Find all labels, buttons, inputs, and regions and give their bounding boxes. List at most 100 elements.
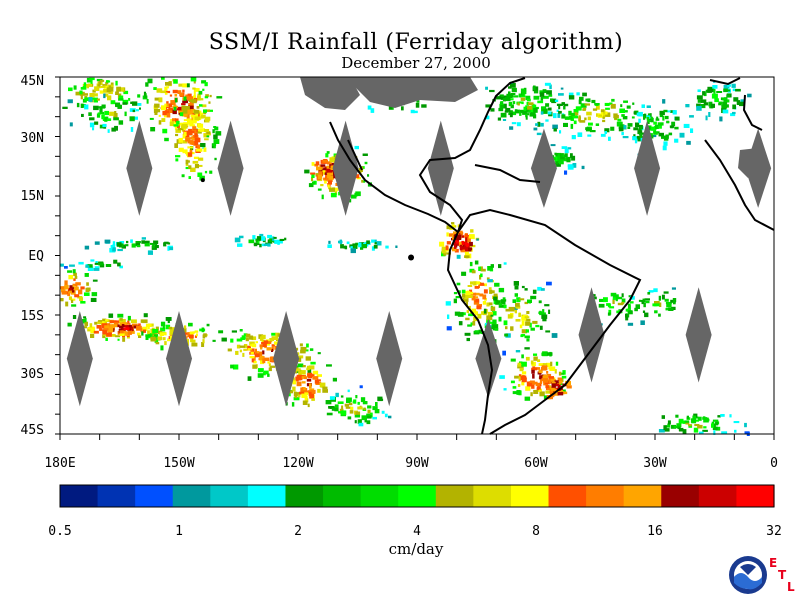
rain-pixel bbox=[168, 107, 174, 111]
rain-pixel bbox=[653, 131, 658, 135]
rain-pixel bbox=[194, 133, 198, 138]
rain-pixel bbox=[512, 386, 517, 389]
rain-pixel bbox=[526, 102, 530, 106]
rain-pixel bbox=[208, 101, 211, 104]
rain-pixel bbox=[677, 426, 681, 429]
rain-pixel bbox=[84, 97, 89, 101]
rain-pixel bbox=[467, 238, 471, 243]
rain-pixel bbox=[118, 120, 124, 125]
rain-pixel bbox=[117, 338, 120, 341]
rain-pixel bbox=[525, 95, 531, 101]
rain-pixel bbox=[154, 112, 158, 115]
rain-pixel bbox=[239, 349, 242, 353]
rain-pixel bbox=[354, 414, 360, 418]
rain-pixel bbox=[337, 401, 344, 404]
rain-pixel bbox=[493, 296, 498, 301]
rain-pixel bbox=[744, 422, 747, 428]
rain-pixel bbox=[260, 359, 264, 365]
rain-pixel bbox=[617, 118, 622, 122]
rain-pixel bbox=[644, 312, 649, 318]
rain-pixel bbox=[568, 110, 572, 116]
rain-pixel bbox=[271, 348, 274, 352]
rain-pixel bbox=[401, 106, 404, 111]
rain-pixel bbox=[130, 239, 133, 243]
rain-pixel bbox=[169, 247, 174, 251]
rain-pixel bbox=[548, 380, 552, 384]
rain-pixel bbox=[529, 322, 532, 328]
rain-pixel bbox=[548, 309, 551, 314]
rain-pixel bbox=[259, 351, 263, 356]
rain-pixel bbox=[334, 404, 339, 408]
lat-label-45n: 45N bbox=[20, 74, 44, 89]
axis-ticks bbox=[55, 76, 775, 440]
lon-label-150w: 150W bbox=[163, 456, 195, 471]
rain-pixel bbox=[491, 323, 496, 327]
rain-pixel bbox=[583, 107, 587, 110]
rain-pixel bbox=[108, 313, 114, 318]
rain-pixel bbox=[546, 90, 552, 95]
coastlines bbox=[200, 77, 775, 435]
rain-pixel bbox=[545, 390, 551, 394]
rain-pixel bbox=[654, 310, 658, 314]
rain-pixel bbox=[194, 140, 199, 146]
rain-pixel bbox=[612, 297, 616, 300]
rain-pixel bbox=[200, 148, 203, 152]
rain-pixel bbox=[296, 374, 302, 380]
rain-pixel bbox=[130, 319, 137, 324]
rain-pixel bbox=[110, 334, 116, 337]
rain-pixel bbox=[416, 100, 420, 103]
rain-pixel bbox=[132, 323, 138, 327]
rain-pixel bbox=[188, 322, 193, 327]
rain-pixel bbox=[80, 301, 86, 304]
rain-pixel bbox=[68, 287, 72, 293]
rain-pixel bbox=[454, 240, 459, 244]
rain-pixel bbox=[527, 102, 534, 106]
colorbar-tick-2: 2 bbox=[294, 524, 302, 539]
rain-pixel bbox=[318, 171, 323, 177]
rain-pixel bbox=[542, 377, 549, 383]
rain-pixel bbox=[103, 89, 109, 93]
rain-pixel bbox=[668, 132, 673, 136]
rain-pixel bbox=[366, 240, 370, 245]
rain-pixel bbox=[176, 106, 182, 111]
rain-pixel bbox=[539, 325, 543, 330]
rain-pixel bbox=[577, 132, 583, 137]
rain-pixel bbox=[632, 102, 635, 105]
rain-pixel bbox=[490, 108, 495, 112]
rain-pixel bbox=[537, 100, 544, 104]
rain-pixel bbox=[719, 116, 723, 122]
rain-pixel bbox=[353, 399, 357, 404]
rain-pixel bbox=[480, 273, 483, 278]
rain-pixel bbox=[72, 269, 76, 274]
rain-pixel bbox=[539, 375, 544, 380]
rain-pixel bbox=[374, 409, 380, 414]
rain-pixel bbox=[467, 285, 473, 287]
rain-pixel bbox=[711, 93, 718, 99]
rain-pixel bbox=[571, 135, 576, 140]
rain-pixel bbox=[106, 323, 111, 326]
rain-pixel bbox=[492, 311, 497, 316]
etl-letter-t: T bbox=[778, 568, 787, 582]
rain-pixel bbox=[80, 87, 87, 90]
rain-pixel bbox=[575, 106, 582, 111]
rain-pixel bbox=[186, 83, 190, 88]
rain-pixel bbox=[253, 357, 256, 361]
rain-pixel bbox=[147, 330, 150, 335]
no-data-swath bbox=[217, 120, 244, 216]
rain-pixel bbox=[185, 95, 190, 100]
rain-pixel bbox=[695, 416, 699, 419]
rain-pixel bbox=[190, 77, 197, 82]
rain-pixel bbox=[299, 343, 303, 347]
rain-pixel bbox=[212, 143, 217, 147]
etl-letter-e: E bbox=[769, 556, 778, 570]
lon-label-90w: 90W bbox=[405, 456, 429, 471]
rain-pixel bbox=[636, 135, 641, 139]
rain-pixel bbox=[259, 233, 264, 237]
rain-pixel bbox=[311, 177, 314, 182]
rain-pixel bbox=[199, 104, 203, 107]
rain-pixel bbox=[252, 235, 256, 240]
rain-pixel bbox=[272, 336, 279, 340]
rain-pixel bbox=[541, 314, 548, 319]
rain-pixel bbox=[553, 128, 557, 132]
rain-pixel bbox=[98, 81, 102, 85]
